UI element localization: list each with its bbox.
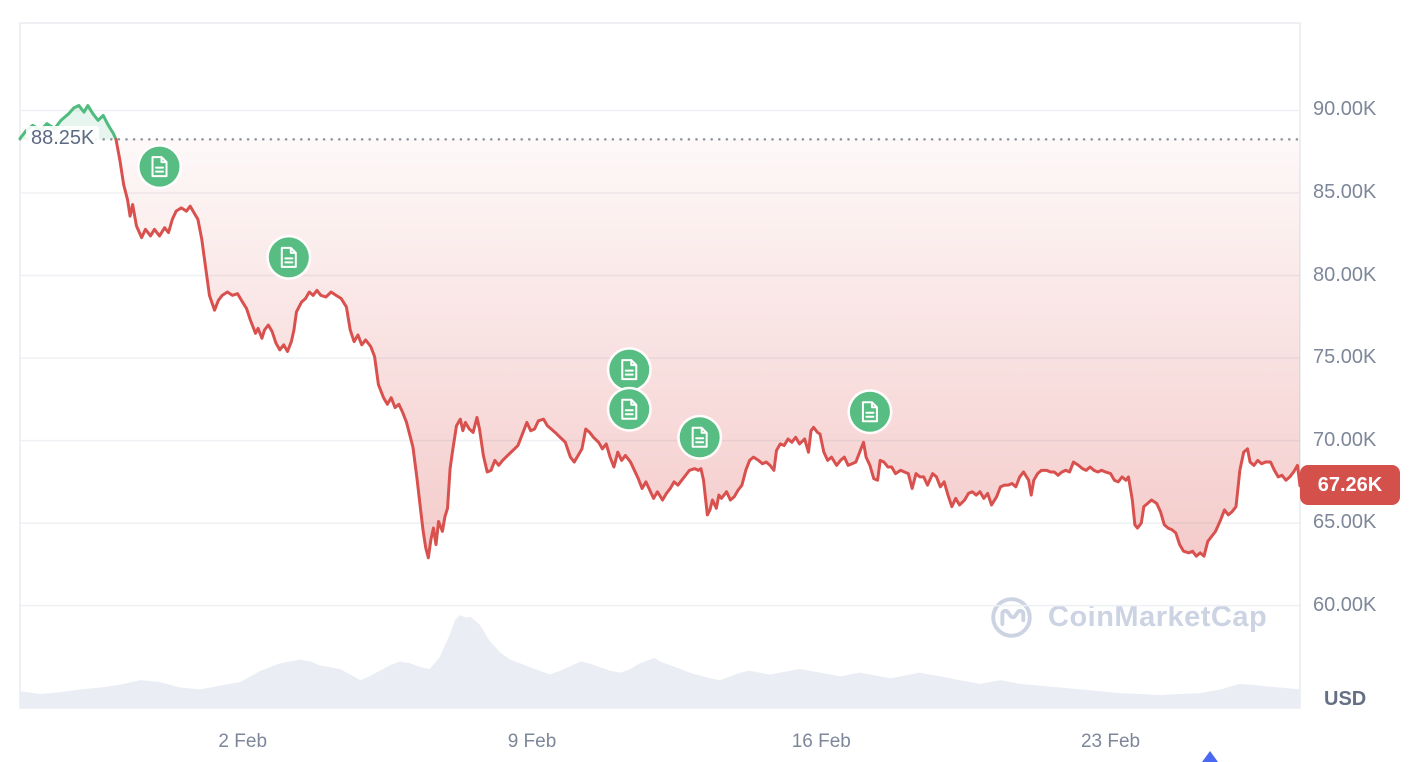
y-axis-label: 80.00K xyxy=(1313,263,1377,286)
y-axis-label: 70.00K xyxy=(1313,428,1377,451)
x-axis-label: 2 Feb xyxy=(218,731,268,752)
x-axis-label: 16 Feb xyxy=(791,731,851,752)
y-axis-label: 60.00K xyxy=(1313,593,1377,616)
news-marker-icon[interactable] xyxy=(606,347,652,393)
last-price-badge: 67.26K xyxy=(1300,465,1400,505)
area-fill-below-open xyxy=(116,139,1300,558)
price-line-below-open[interactable] xyxy=(114,137,1302,560)
open-price-label: 88.25K xyxy=(26,126,100,151)
news-marker-icon[interactable] xyxy=(606,386,652,432)
y-axis-label: 65.00K xyxy=(1313,511,1377,534)
x-axis-label: 23 Feb xyxy=(1080,731,1141,752)
news-marker-icon[interactable] xyxy=(266,234,312,280)
news-marker-icon[interactable] xyxy=(677,414,723,460)
coinmarketcap-logo-icon xyxy=(991,597,1032,638)
y-axis-label: 90.00K xyxy=(1313,98,1377,121)
news-marker-icon[interactable] xyxy=(137,144,183,190)
y-axis-label: 75.00K xyxy=(1313,346,1377,369)
currency-label: USD xyxy=(1324,688,1367,710)
y-axis-label: 85.00K xyxy=(1313,181,1377,203)
x-axis-label: 9 Feb xyxy=(507,731,557,752)
volume-silhouette xyxy=(20,615,1300,708)
news-marker-icon[interactable] xyxy=(847,389,893,435)
time-marker-icon xyxy=(1202,751,1219,762)
